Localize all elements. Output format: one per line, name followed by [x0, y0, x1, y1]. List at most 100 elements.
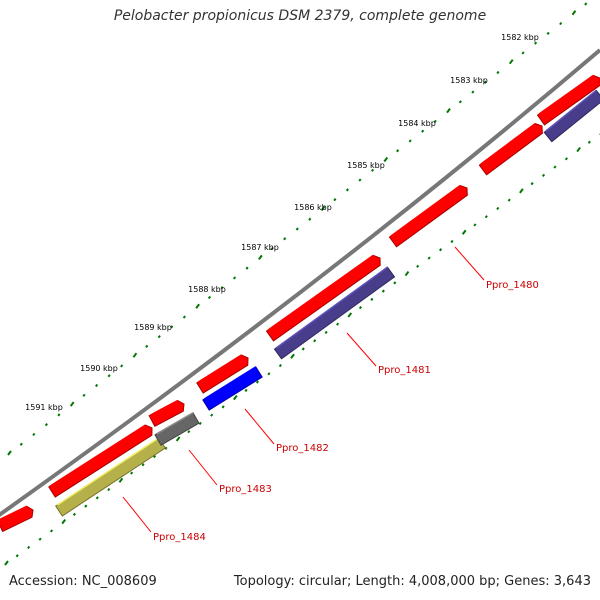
inner-ruler-tick [107, 487, 111, 492]
inner-ruler-tick [233, 395, 238, 401]
ruler-tick [220, 286, 224, 290]
ruler-tick [358, 178, 362, 182]
ruler-tick [295, 227, 299, 231]
inner-ruler-tick [507, 198, 511, 202]
ruler-tick [120, 364, 124, 368]
gene-leader-line [122, 496, 152, 533]
ruler-tick [182, 315, 186, 319]
inner-ruler-tick [416, 264, 420, 268]
inner-ruler-tick [130, 471, 134, 475]
inner-ruler-tick [244, 388, 248, 392]
ruler-tick [82, 393, 86, 397]
ruler-tick [345, 188, 349, 192]
inner-ruler-tick [61, 519, 67, 525]
inner-ruler-tick [439, 248, 443, 252]
inner-ruler-tick [290, 353, 295, 359]
kbp-tick-label: 1590 kbp [80, 364, 118, 373]
genome-backbone [0, 48, 600, 517]
ruler-tick [546, 31, 550, 35]
inner-ruler-tick [473, 223, 477, 227]
ruler-tick [308, 217, 312, 221]
inner-ruler-tick [530, 182, 534, 186]
inner-ruler-tick [84, 504, 88, 508]
inner-ruler-tick [221, 405, 225, 409]
cds-feature-highlight [150, 399, 179, 416]
ruler-tick [207, 295, 211, 300]
inner-ruler-tick [38, 537, 42, 541]
ruler-tick [69, 401, 75, 407]
genome-summary-text: Topology: circular; Length: 4,008,000 bp… [233, 574, 591, 589]
inner-ruler-tick [393, 281, 397, 285]
inner-ruler-tick [164, 446, 168, 450]
ruler-tick [396, 149, 400, 153]
accession-text: Accession: NC_008609 [9, 574, 157, 589]
cds-feature-highlight [198, 354, 242, 383]
ruler-tick [170, 325, 174, 329]
kbp-tick-label: 1591 kbp [25, 403, 63, 412]
kbp-tick-label: 1583 kbp [450, 76, 488, 85]
ruler-tick [32, 432, 36, 437]
inner-ruler-tick [576, 146, 581, 153]
inner-ruler-tick [27, 545, 31, 550]
cds-feature-highlight [50, 424, 146, 487]
ruler-tick [44, 423, 48, 427]
cds-feature-highlight [538, 74, 594, 115]
ruler-tick [483, 80, 487, 84]
gene-label: Ppro_1483 [219, 484, 272, 495]
inner-ruler-tick [427, 256, 431, 260]
inner-ruler-tick [553, 165, 557, 169]
kbp-tick-label: 1587 kbp [241, 243, 279, 252]
gene-leader-line [244, 408, 275, 445]
ruler-tick [534, 41, 538, 45]
inner-ruler-tick [301, 347, 305, 351]
ruler-tick [7, 450, 12, 456]
ruler-tick [107, 374, 111, 378]
ruler-tick [521, 51, 525, 55]
inner-ruler-tick [187, 430, 191, 434]
inner-ruler-tick [210, 413, 214, 417]
ruler-tick [270, 246, 274, 251]
ruler-tick [195, 303, 200, 309]
ruler-tick [559, 21, 563, 26]
cds-feature [478, 123, 543, 176]
inner-ruler-tick [496, 206, 500, 211]
inner-ruler-tick [347, 312, 353, 318]
inner-ruler-tick [519, 188, 524, 194]
inner-ruler-tick [72, 512, 76, 516]
ruler-tick [132, 352, 138, 358]
inner-ruler-tick [267, 372, 271, 376]
ruler-tick [584, 2, 588, 6]
ruler-tick [471, 90, 475, 94]
inner-ruler-tick [141, 463, 145, 467]
ruler-tick [232, 276, 237, 280]
ruler-tick [408, 139, 412, 143]
ruler-tick [245, 266, 249, 270]
ruler-tick [157, 335, 161, 339]
inner-ruler-tick [255, 380, 260, 384]
ruler-tick [258, 254, 263, 260]
ruler-tick [370, 168, 375, 172]
cds-feature-gray-highlight [156, 412, 194, 435]
ruler-tick [57, 413, 61, 417]
ruler-tick [508, 59, 514, 65]
inner-ruler-tick [450, 239, 454, 244]
cds-feature-purple-highlight [545, 89, 597, 132]
ruler-tick [333, 198, 337, 202]
cds-feature-highlight [480, 122, 536, 165]
gene-leader-line [454, 246, 485, 281]
inner-ruler-tick [370, 297, 374, 301]
gene-label: Ppro_1484 [153, 532, 206, 543]
gene-label: Ppro_1481 [378, 365, 431, 376]
kbp-tick-label: 1589 kbp [134, 323, 172, 332]
inner-ruler-tick [175, 436, 181, 442]
inner-ruler-tick [15, 554, 19, 558]
inner-ruler-tick [541, 173, 546, 177]
inner-ruler-tick [564, 157, 568, 161]
inner-ruler-tick [198, 421, 202, 426]
ruler-tick [571, 10, 577, 16]
inner-ruler-tick [313, 339, 317, 343]
ruler-tick [283, 237, 287, 241]
inner-ruler-tick [4, 560, 9, 566]
inner-ruler-tick [49, 529, 54, 533]
gene-leader-line [346, 332, 377, 367]
